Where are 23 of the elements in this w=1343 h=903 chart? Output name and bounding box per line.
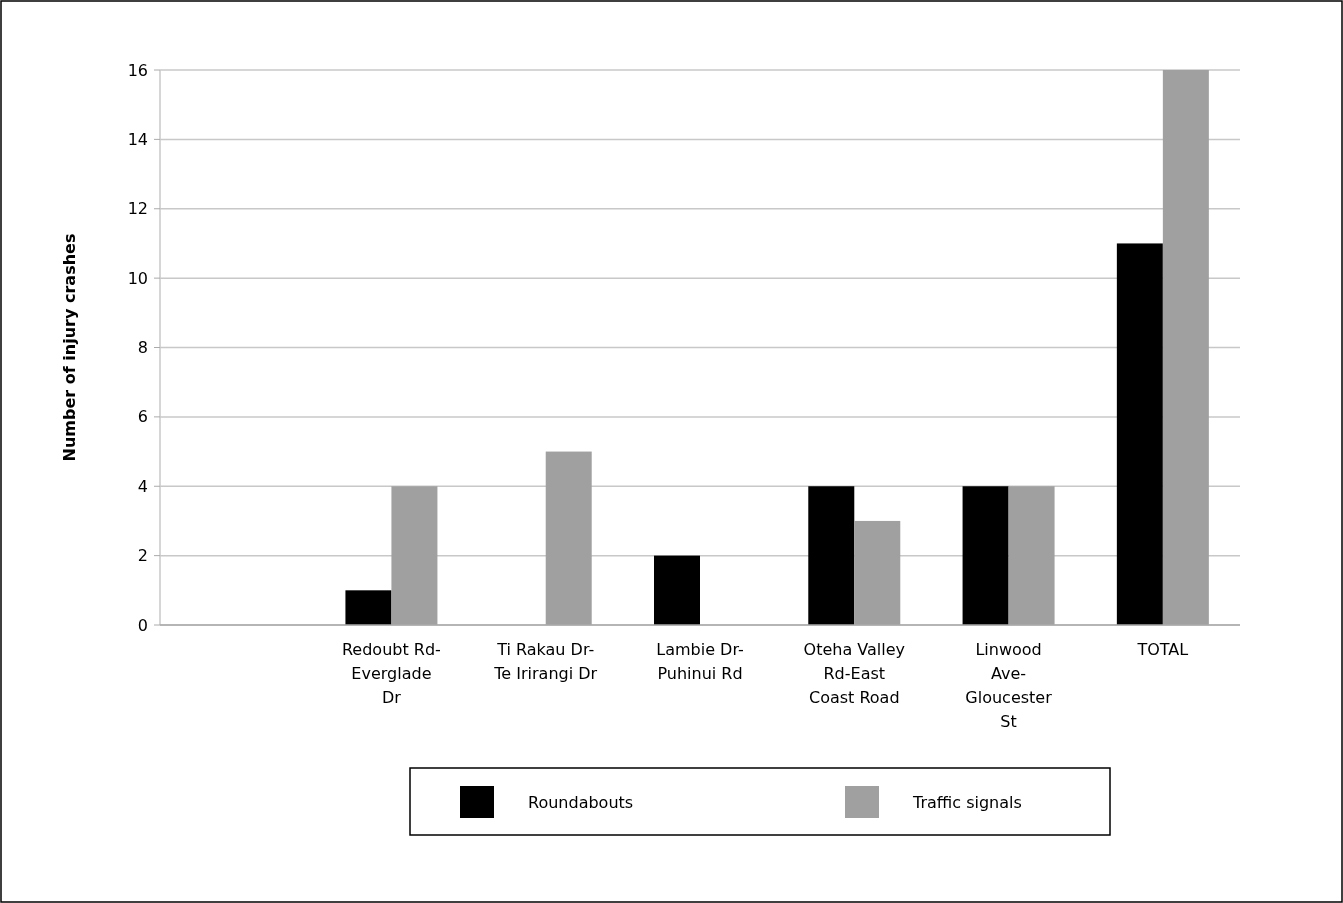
x-tick-label: Linwood Ave-Gloucester St <box>965 640 1053 731</box>
y-tick-label: 14 <box>127 129 148 149</box>
y-tick-label: 0 <box>137 615 148 635</box>
bar <box>654 555 700 625</box>
x-tick-label: Lambie Dr-Puhinui Rd <box>656 640 744 683</box>
y-tick-label: 6 <box>137 407 148 427</box>
legend-label: Traffic signals <box>912 792 1022 812</box>
y-tick-label: 8 <box>137 338 148 358</box>
legend-label: Roundabouts <box>528 792 634 812</box>
y-tick-label: 4 <box>137 476 148 496</box>
y-tick-label: 16 <box>127 60 148 80</box>
y-tick-label: 12 <box>127 199 148 219</box>
bar <box>808 486 855 625</box>
y-axis-title: Number of injury crashes <box>60 233 79 462</box>
y-tick-label: 10 <box>127 268 148 288</box>
x-tick-label: Oteha Valley Rd-East Coast Road <box>803 640 906 707</box>
y-tick-label: 2 <box>137 546 148 566</box>
x-tick-label: Ti Rakau Dr-Te Irirangi Dr <box>493 640 598 683</box>
bar <box>345 590 392 625</box>
x-tick-label: TOTAL <box>1136 640 1189 659</box>
bar <box>1116 243 1163 625</box>
x-tick-label: Redoubt Rd-Everglade Dr <box>341 640 441 707</box>
bar <box>962 486 1009 625</box>
